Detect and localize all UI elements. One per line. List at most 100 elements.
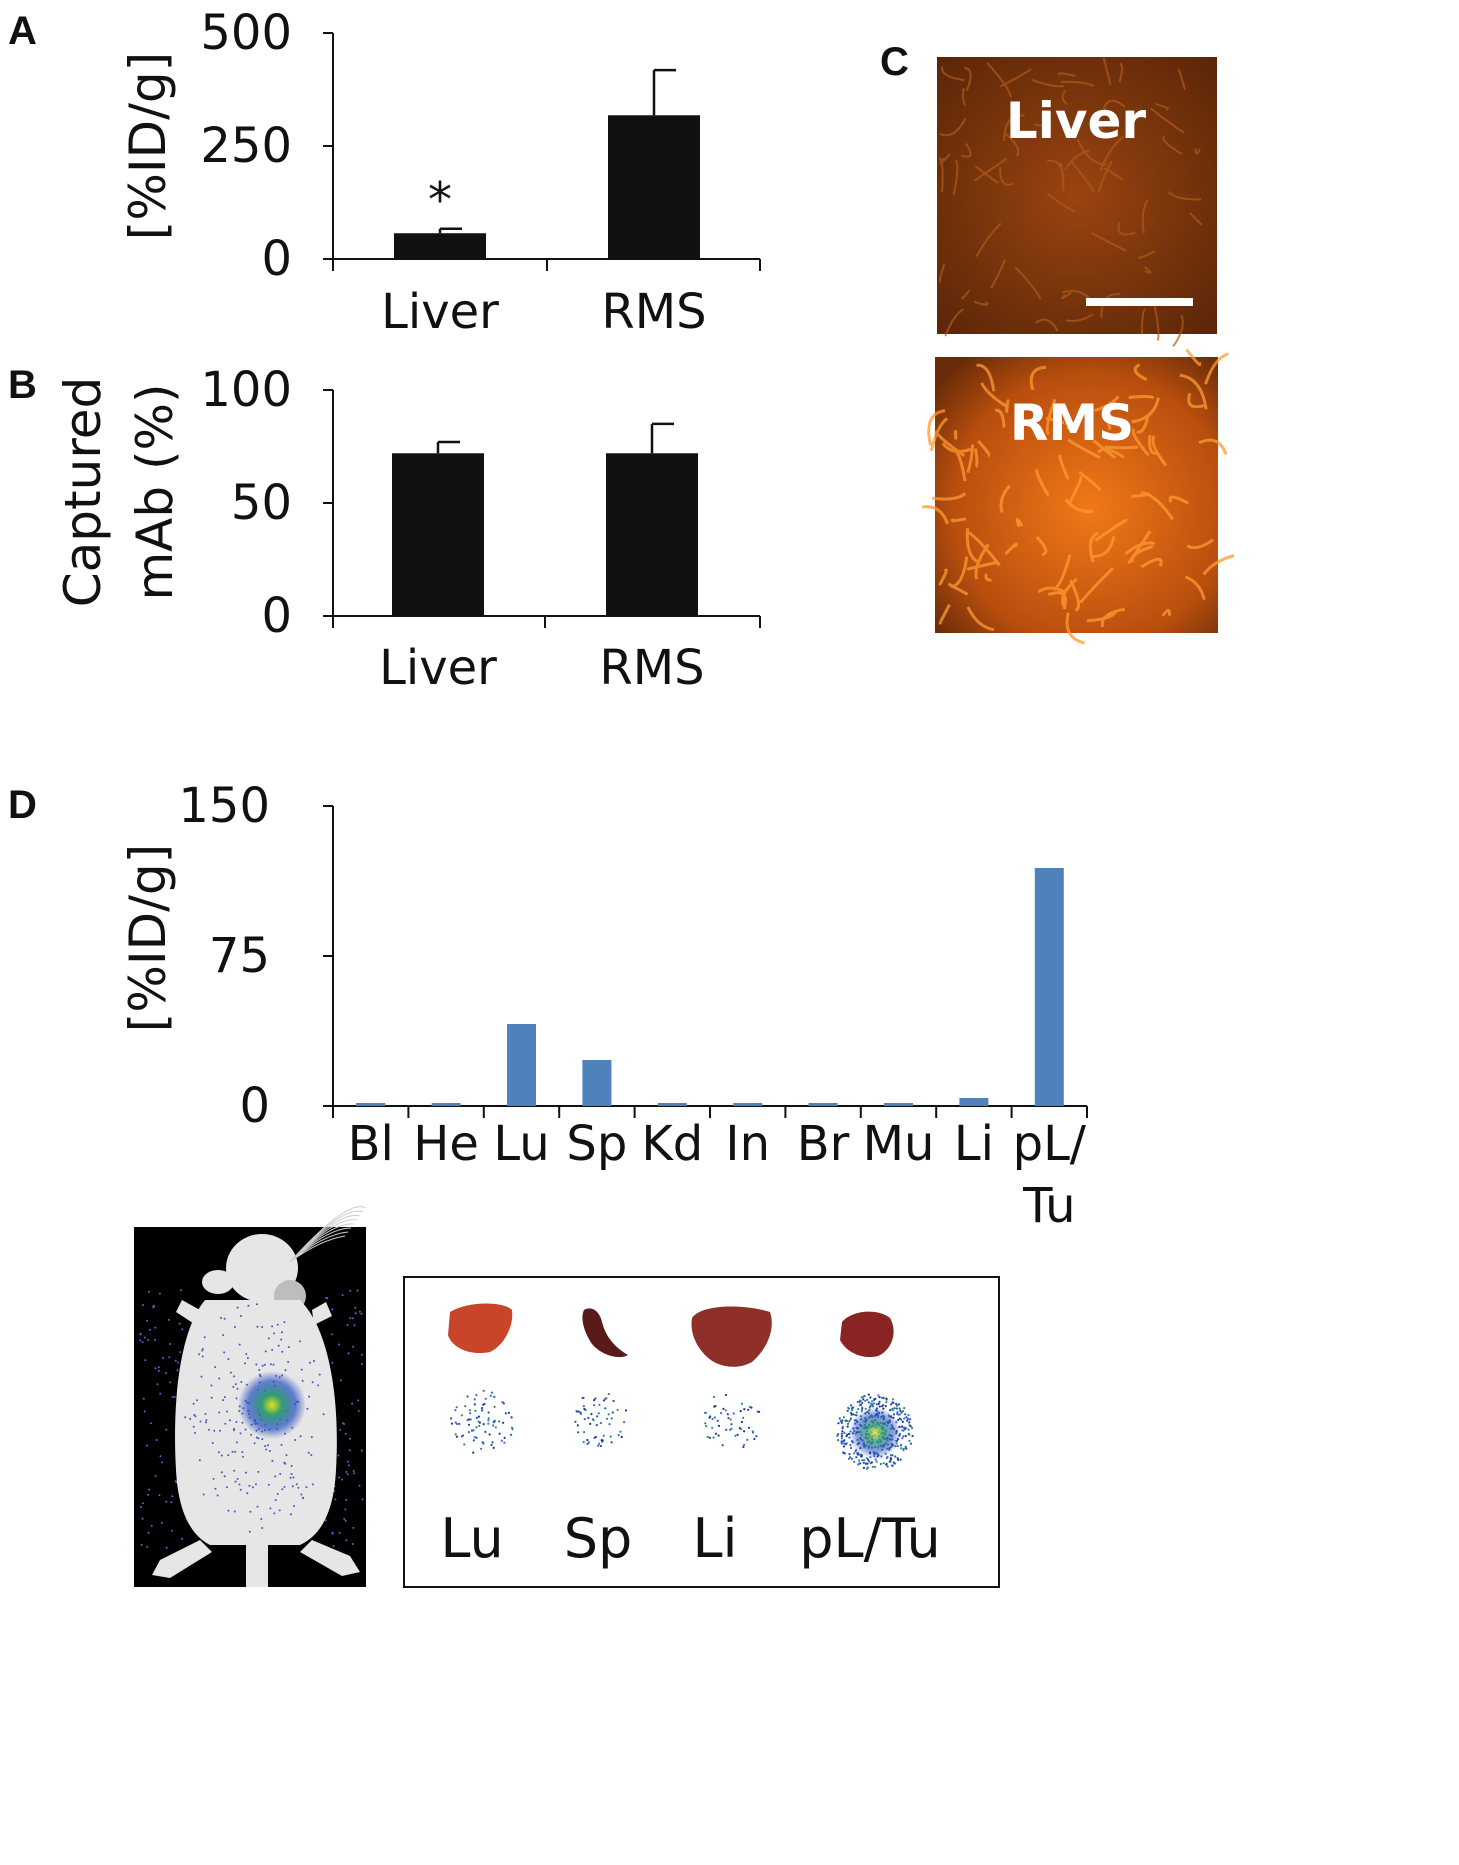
speck bbox=[234, 1450, 237, 1453]
fibre bbox=[1202, 554, 1235, 576]
speck bbox=[343, 1517, 346, 1520]
speck bbox=[261, 1364, 264, 1367]
organ-speck bbox=[609, 1435, 612, 1438]
x-tick-label-b-liver: Liver bbox=[379, 640, 497, 696]
speck bbox=[356, 1289, 359, 1292]
speck bbox=[153, 1338, 156, 1341]
organ-speck bbox=[851, 1409, 854, 1412]
organ-speck bbox=[577, 1431, 580, 1434]
speck bbox=[345, 1470, 348, 1473]
speck bbox=[280, 1331, 283, 1334]
organ-speck bbox=[911, 1434, 914, 1438]
organ-speck bbox=[878, 1405, 881, 1408]
fibre bbox=[1187, 392, 1206, 409]
organ-speck bbox=[711, 1426, 714, 1429]
organs-panel: Lu Sp Li pL/Tu bbox=[403, 1276, 1000, 1588]
speck bbox=[285, 1454, 288, 1457]
speck bbox=[361, 1363, 363, 1366]
fibre bbox=[1061, 291, 1072, 300]
scale-bar bbox=[1086, 298, 1193, 306]
fibre bbox=[1045, 416, 1067, 425]
panel-letter-a: A bbox=[8, 9, 37, 53]
speck bbox=[238, 1343, 241, 1346]
speck bbox=[245, 1353, 248, 1355]
speck bbox=[174, 1359, 177, 1362]
organ-label-pltu: pL/Tu bbox=[799, 1507, 941, 1570]
organ-speck bbox=[885, 1397, 888, 1400]
organ-speck bbox=[853, 1413, 856, 1416]
organ-speck bbox=[587, 1441, 591, 1444]
speck bbox=[140, 1543, 143, 1546]
fibre bbox=[974, 301, 989, 306]
speck bbox=[159, 1392, 162, 1395]
organ-speck bbox=[510, 1416, 513, 1419]
organ-speck bbox=[606, 1417, 609, 1420]
speck bbox=[257, 1470, 260, 1473]
fibre bbox=[921, 505, 950, 525]
speck bbox=[322, 1413, 325, 1416]
speck bbox=[142, 1397, 145, 1400]
speck bbox=[170, 1501, 173, 1504]
speck bbox=[227, 1509, 230, 1512]
organ-speck bbox=[842, 1416, 846, 1419]
organ-speck bbox=[583, 1418, 586, 1421]
organ-speck bbox=[458, 1422, 461, 1425]
speck bbox=[164, 1372, 167, 1375]
organ-speck bbox=[871, 1400, 874, 1403]
speck bbox=[240, 1381, 243, 1383]
speck bbox=[154, 1367, 157, 1370]
organ-speck bbox=[490, 1443, 493, 1446]
fibre bbox=[1131, 397, 1160, 424]
organ-speck bbox=[857, 1407, 860, 1411]
fibre bbox=[1153, 305, 1160, 341]
organ-speck bbox=[851, 1413, 855, 1416]
speck bbox=[255, 1436, 258, 1439]
fibre bbox=[938, 156, 944, 193]
organ-speck bbox=[726, 1413, 729, 1416]
organ-speck bbox=[902, 1429, 905, 1432]
speck bbox=[269, 1507, 272, 1510]
speck bbox=[169, 1381, 172, 1384]
organ-speck bbox=[594, 1435, 598, 1439]
speck bbox=[354, 1312, 357, 1315]
organ-speck bbox=[725, 1428, 728, 1431]
speck bbox=[146, 1545, 149, 1548]
speck bbox=[291, 1485, 294, 1488]
speck bbox=[284, 1462, 287, 1465]
organ-speck bbox=[611, 1411, 615, 1414]
speck bbox=[351, 1317, 354, 1320]
organ-speck bbox=[720, 1412, 723, 1415]
organ-speck bbox=[847, 1457, 851, 1460]
speck bbox=[189, 1417, 192, 1420]
organ-speck bbox=[848, 1456, 852, 1459]
speck bbox=[256, 1505, 259, 1508]
speck bbox=[317, 1384, 320, 1387]
organ-speck bbox=[889, 1454, 893, 1457]
speck bbox=[278, 1509, 281, 1512]
organ-speck bbox=[904, 1446, 907, 1449]
organ-speck bbox=[889, 1460, 892, 1463]
bar-d-mu bbox=[884, 1103, 913, 1106]
organ-speck bbox=[579, 1412, 583, 1415]
speck bbox=[274, 1499, 277, 1502]
fibre bbox=[1177, 68, 1187, 91]
organ-speck bbox=[600, 1439, 603, 1442]
organ-speck bbox=[589, 1422, 592, 1425]
speck bbox=[289, 1513, 292, 1516]
organ-speck bbox=[472, 1439, 475, 1442]
organ-speck bbox=[598, 1442, 601, 1445]
fibre bbox=[1138, 250, 1156, 259]
organ-speck bbox=[475, 1416, 478, 1419]
organ-speck bbox=[870, 1461, 874, 1464]
speck bbox=[258, 1369, 261, 1371]
fibre bbox=[1155, 102, 1169, 111]
organ-speck bbox=[581, 1396, 584, 1400]
organ-speck bbox=[908, 1421, 911, 1424]
speck bbox=[331, 1361, 334, 1364]
y-axis-title-a: [%ID/g] bbox=[119, 52, 177, 240]
speck bbox=[332, 1545, 335, 1548]
organ-speck bbox=[475, 1436, 478, 1439]
organ-speck bbox=[860, 1455, 863, 1458]
organ-speck bbox=[851, 1407, 854, 1410]
speck bbox=[267, 1483, 270, 1486]
